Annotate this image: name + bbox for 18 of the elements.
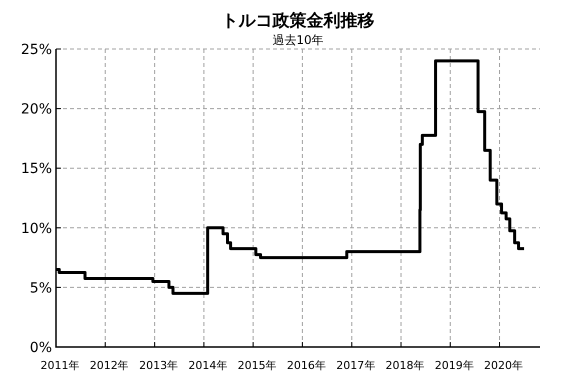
chart-title: トルコ政策金利推移 (222, 11, 374, 31)
x-tick-label: 2013年 (139, 359, 178, 372)
x-tick-label: 2015年 (238, 359, 277, 372)
x-tick-label: 2018年 (386, 359, 425, 372)
chart-subtitle: 過去10年 (272, 33, 324, 47)
x-tick-label: 2011年 (40, 359, 80, 372)
y-tick-label: 10% (20, 220, 52, 237)
x-tick-label: 2012年 (90, 359, 129, 372)
y-tick-label: 20% (20, 102, 52, 118)
y-tick-label: 25% (20, 42, 52, 58)
y-tick-label: 5% (30, 280, 52, 296)
x-tick-label: 2017年 (336, 359, 376, 372)
x-tick-label: 2014年 (188, 359, 228, 372)
x-tick-label: 2019年 (434, 359, 474, 372)
y-tick-label: 0% (30, 340, 52, 356)
x-tick-label: 2020年 (484, 359, 524, 372)
x-tick-label: 2016年 (286, 359, 326, 372)
y-tick-label: 15% (20, 161, 52, 178)
